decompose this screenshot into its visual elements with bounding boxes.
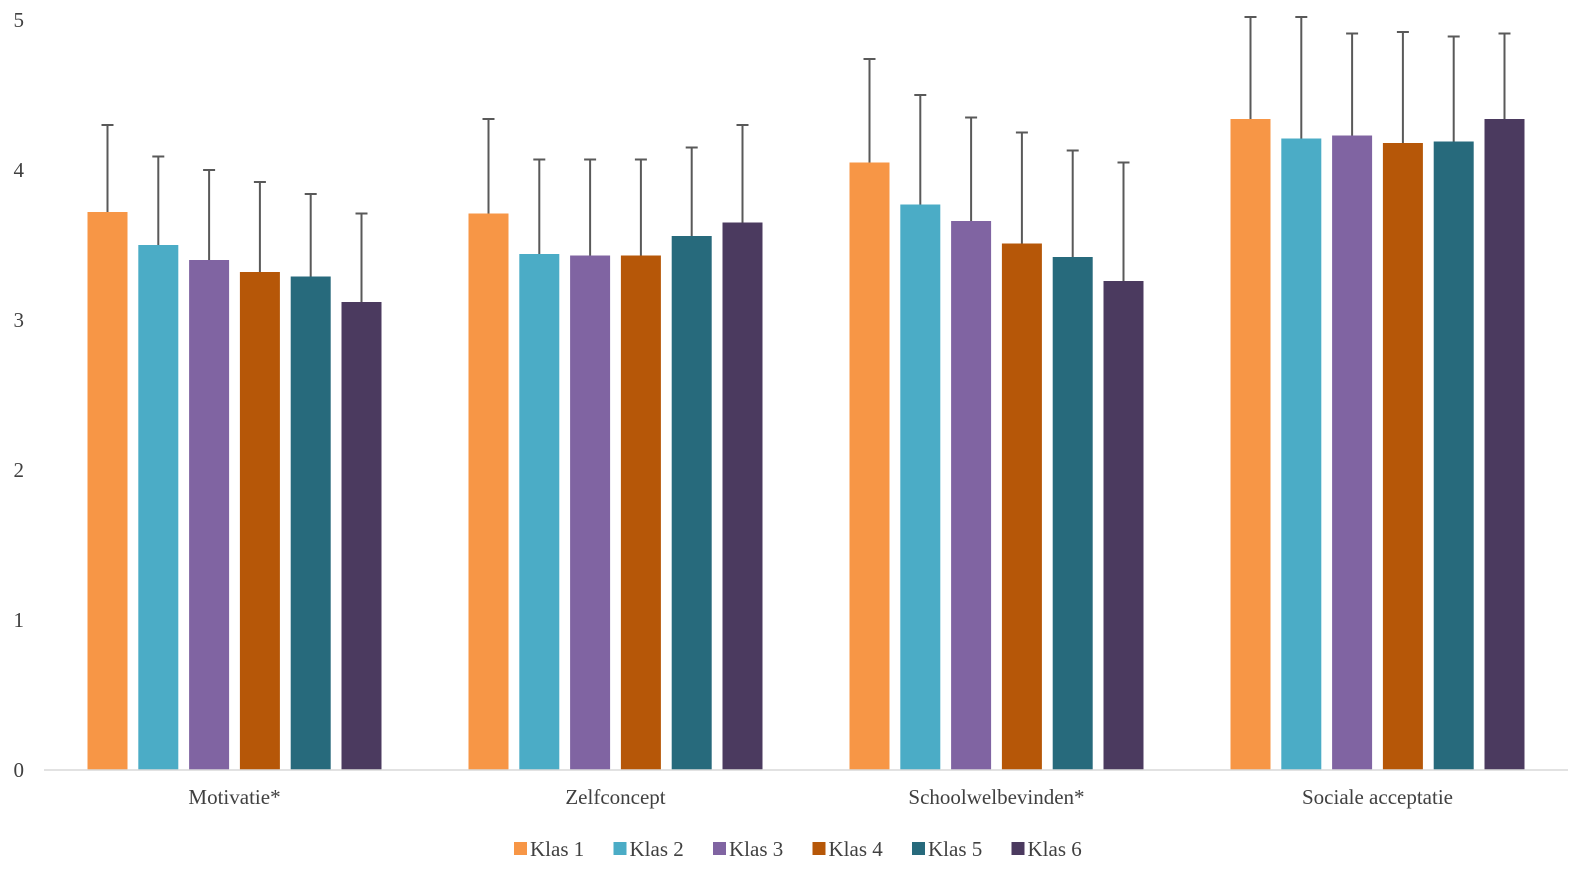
- legend-swatch: [613, 842, 627, 855]
- bar: [1332, 135, 1373, 770]
- y-tick-label: 3: [14, 308, 25, 332]
- y-tick-label: 0: [14, 758, 25, 782]
- y-tick-label: 2: [14, 458, 25, 482]
- category-label: Sociale acceptatie: [1302, 785, 1453, 809]
- bar: [1382, 143, 1423, 770]
- error-bars-group: [101, 16, 1511, 302]
- legend-swatch: [514, 842, 527, 855]
- bar: [290, 276, 331, 770]
- category-label: Zelfconcept: [565, 785, 665, 809]
- bar: [341, 302, 382, 770]
- bar: [671, 236, 712, 770]
- bar: [722, 222, 763, 770]
- legend-label: Klas 6: [1028, 837, 1082, 861]
- bar: [1484, 119, 1525, 770]
- bar: [620, 255, 661, 770]
- y-tick-label: 1: [14, 608, 25, 632]
- legend-label: Klas 1: [530, 837, 584, 861]
- category-labels: Motivatie* Zelfconcept Schoolwelbevinden* S…: [188, 785, 1453, 809]
- bar: [87, 212, 128, 770]
- bar: [468, 213, 509, 770]
- legend-swatch: [812, 842, 826, 855]
- bar: [1103, 281, 1144, 770]
- bar: [951, 221, 992, 770]
- legend-label: Klas 3: [729, 837, 783, 861]
- y-tick-label: 4: [14, 158, 25, 182]
- bar: [1001, 243, 1042, 770]
- legend-label: Klas 4: [829, 837, 884, 861]
- legend-swatch: [912, 842, 925, 855]
- bar: [1230, 119, 1271, 770]
- bar: [1433, 141, 1474, 770]
- legend-swatch: [1011, 842, 1025, 855]
- legend-label: Klas 2: [630, 837, 684, 861]
- y-axis-ticks: 0 1 2 3 4 5: [14, 8, 25, 782]
- bars-group: [87, 119, 1525, 770]
- bar: [189, 260, 230, 770]
- category-label: Motivatie*: [188, 785, 280, 809]
- legend-label: Klas 5: [928, 837, 982, 861]
- bar: [1281, 138, 1322, 770]
- bar: [849, 162, 890, 770]
- y-tick-label: 5: [14, 8, 25, 32]
- bar: [519, 254, 560, 770]
- bar: [138, 245, 179, 770]
- bar: [239, 272, 280, 770]
- bar: [570, 255, 611, 770]
- bar: [900, 204, 941, 770]
- legend: Klas 1 Klas 2 Klas 3 Klas 4 Klas 5 Klas 6: [514, 837, 1082, 861]
- category-label: Schoolwelbevinden*: [908, 785, 1084, 809]
- legend-swatch: [713, 842, 726, 855]
- bar: [1052, 257, 1093, 770]
